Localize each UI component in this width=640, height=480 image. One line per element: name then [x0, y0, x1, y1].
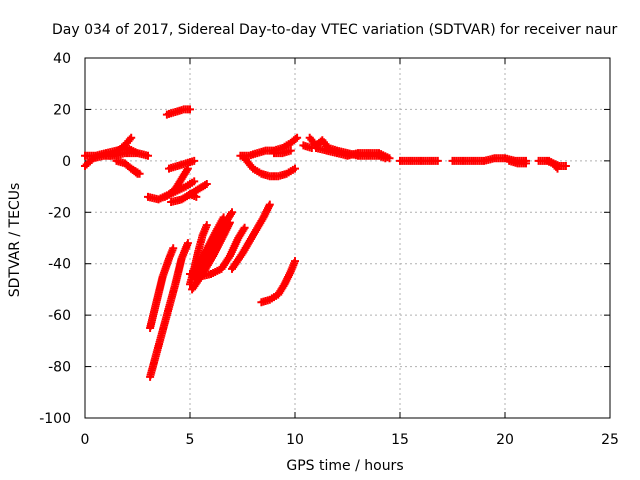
- data-point: [522, 159, 530, 168]
- data-series: [312, 144, 394, 163]
- chart-title: Day 034 of 2017, Sidereal Day-to-day VTE…: [52, 22, 618, 38]
- data-series: [146, 239, 192, 381]
- data-series: [505, 156, 530, 168]
- data-point: [265, 200, 274, 209]
- data-series: [228, 200, 274, 273]
- y-tick-label: -60: [48, 308, 71, 324]
- data-point: [190, 177, 199, 186]
- data-point: [240, 223, 249, 232]
- y-tick-label: 0: [62, 154, 71, 170]
- y-tick-label: -40: [48, 257, 71, 273]
- data-points: [81, 105, 570, 381]
- data-series: [165, 156, 199, 173]
- data-point: [291, 257, 299, 266]
- y-tick-label: 20: [53, 102, 71, 118]
- data-point: [131, 149, 140, 158]
- y-axis-label: SDTVAR / TECUs: [7, 183, 23, 298]
- data-series: [270, 146, 295, 158]
- data-point: [169, 244, 178, 253]
- y-tick-label: -80: [48, 360, 71, 376]
- x-tick-label: 5: [186, 432, 195, 448]
- data-series: [186, 223, 249, 281]
- y-tick-label: -100: [39, 411, 71, 427]
- data-point: [307, 144, 316, 152]
- data-series: [127, 164, 144, 178]
- data-series: [240, 154, 299, 181]
- data-series: [160, 177, 199, 201]
- data-point: [293, 133, 302, 142]
- data-series: [146, 244, 178, 332]
- data-series: [545, 156, 562, 173]
- data-series: [188, 218, 234, 294]
- x-tick-label: 10: [286, 432, 304, 448]
- y-tick-label: -20: [48, 205, 71, 221]
- x-tick-label: 15: [391, 432, 409, 448]
- data-series: [162, 105, 194, 119]
- data-point: [202, 180, 211, 188]
- data-point: [135, 169, 144, 178]
- data-point: [553, 164, 562, 173]
- data-point: [190, 156, 199, 165]
- data-series: [186, 190, 201, 201]
- data-point: [291, 164, 299, 173]
- data-point: [291, 135, 300, 143]
- y-tick-label: 40: [53, 51, 71, 67]
- data-series: [257, 257, 299, 307]
- data-point: [561, 162, 570, 170]
- data-series: [396, 156, 442, 165]
- data-point: [385, 154, 394, 163]
- data-point: [144, 151, 152, 160]
- x-tick-label: 20: [496, 432, 514, 448]
- data-point: [228, 208, 236, 217]
- x-tick-label: 0: [81, 432, 90, 448]
- data-point: [433, 156, 442, 165]
- data-series: [299, 141, 316, 152]
- data-point: [286, 146, 295, 155]
- data-point: [183, 239, 192, 248]
- data-point: [202, 221, 211, 230]
- x-tick-label: 25: [601, 432, 619, 448]
- data-series: [106, 133, 136, 160]
- x-axis-label: GPS time / hours: [286, 458, 403, 474]
- data-point: [192, 192, 201, 201]
- data-point: [127, 133, 136, 142]
- data-point: [186, 105, 194, 114]
- plot-frame: [84, 57, 611, 419]
- axis-ticks: 0 5 10 15 20 25 -100 -80 -60 -40 -20 0 20 40: [39, 51, 619, 448]
- grid: [85, 58, 610, 418]
- data-point: [225, 218, 234, 227]
